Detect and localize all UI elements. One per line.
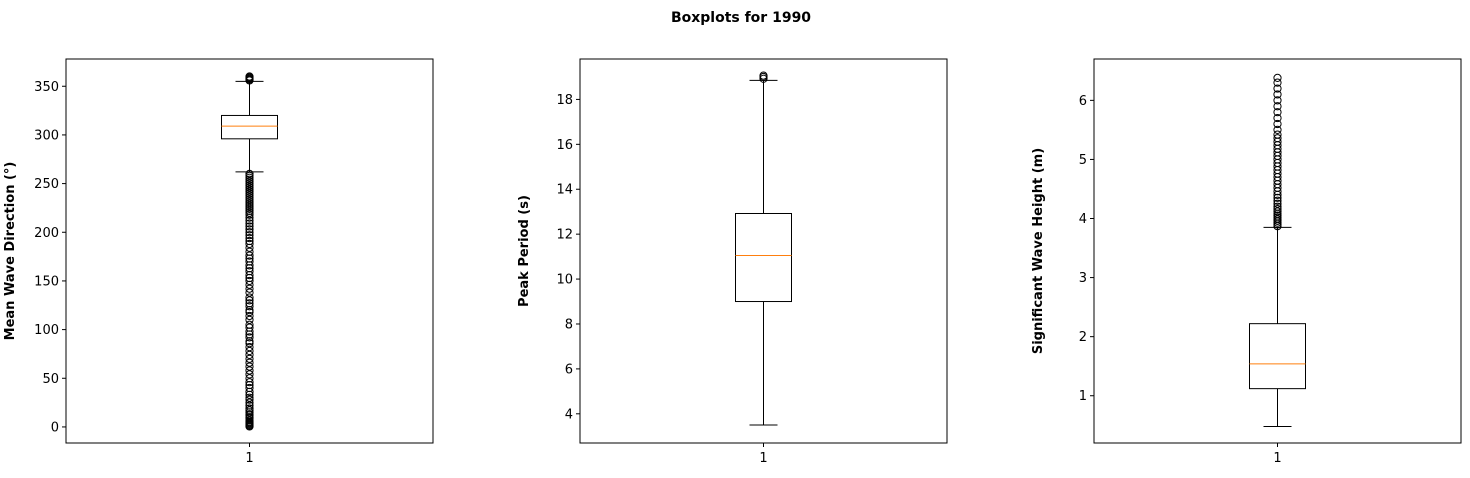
figure-title: Boxplots for 1990 <box>671 10 811 26</box>
outlier-point-3 <box>1273 130 1282 139</box>
x-tick-label-2: 1 <box>759 451 767 466</box>
outlier-point-1 <box>245 398 254 407</box>
outlier-point-1 <box>245 222 254 231</box>
outlier-point-3 <box>1273 102 1282 111</box>
y-tick-label-1: 300 <box>34 128 59 143</box>
y-tick-label-1: 0 <box>51 420 59 435</box>
y-tick-label-2: 14 <box>556 183 573 198</box>
outlier-point-1 <box>245 284 254 293</box>
outlier-point-3 <box>1273 78 1282 87</box>
outlier-point-1 <box>245 247 254 256</box>
outlier-point-1 <box>245 234 254 243</box>
y-tick-label-1: 150 <box>34 274 59 289</box>
outlier-point-3 <box>1273 96 1282 105</box>
y-tick-label-3: 5 <box>1079 153 1087 168</box>
outlier-point-1 <box>245 374 254 383</box>
outlier-point-1 <box>245 343 254 352</box>
subplot-1: 0 50 100 150 200 250 300 350 1 Mean Wave Directio… <box>3 58 434 466</box>
iqr-box-1 <box>221 114 278 140</box>
y-tick-label-1: 50 <box>42 372 59 387</box>
outlier-point-1 <box>245 225 254 234</box>
outlier-point-1 <box>245 311 254 321</box>
outlier-point-1 <box>245 378 254 387</box>
y-tick-label-3: 4 <box>1079 212 1087 227</box>
outlier-point-3 <box>1273 193 1282 202</box>
outlier-point-3 <box>1273 119 1282 129</box>
y-tick-label-1: 100 <box>34 323 59 338</box>
outlier-point-3 <box>1273 196 1282 205</box>
outlier-point-2 <box>759 71 768 80</box>
y-tick-label-2: 8 <box>565 317 573 332</box>
outlier-point-1 <box>245 239 254 249</box>
outlier-point-1 <box>245 72 254 81</box>
subplot-3: 1 2 3 4 5 6 1 Significant Wave Height (m) <box>1031 58 1462 466</box>
outlier-point-1 <box>245 358 254 367</box>
y-tick-label-1: 200 <box>34 226 59 241</box>
outlier-point-3 <box>1273 113 1282 123</box>
outlier-point-3 <box>1273 199 1282 208</box>
iqr-box-2 <box>735 212 792 303</box>
outlier-point-1 <box>245 315 254 324</box>
y-tick-label-3: 6 <box>1079 94 1087 109</box>
outlier-point-1 <box>245 383 254 393</box>
outlier-point-1 <box>245 302 254 311</box>
y-tick-label-2: 6 <box>565 362 573 377</box>
y-tick-label-1: 250 <box>34 177 59 192</box>
outlier-point-1 <box>245 404 254 413</box>
outlier-point-3 <box>1273 125 1282 134</box>
outlier-point-3 <box>1273 84 1282 93</box>
outlier-point-1 <box>245 169 254 178</box>
outlier-point-3 <box>1273 90 1282 99</box>
subplot-2: 4 6 8 10 12 14 16 18 1 Peak Period (s) <box>517 58 948 466</box>
y-axis-label-1: Mean Wave Direction (°) <box>3 162 18 341</box>
outlier-point-1 <box>245 299 254 308</box>
x-tick-label-3: 1 <box>1273 451 1281 466</box>
outlier-point-1 <box>245 296 254 305</box>
y-tick-label-3: 2 <box>1079 330 1087 345</box>
outlier-point-1 <box>245 366 254 375</box>
outlier-point-1 <box>245 276 254 286</box>
outlier-point-1 <box>245 393 254 402</box>
y-tick-label-1: 350 <box>34 80 59 95</box>
outlier-point-3 <box>1273 204 1282 214</box>
outlier-point-1 <box>245 354 254 363</box>
outlier-point-1 <box>245 350 254 360</box>
x-tick-label-1: 1 <box>245 451 253 466</box>
subplots-group: 0 50 100 150 200 250 300 350 1 Mean Wave Directio… <box>3 58 1462 466</box>
iqr-box-3 <box>1249 323 1306 390</box>
outlier-point-1 <box>245 333 254 342</box>
outlier-point-3 <box>1273 202 1282 211</box>
y-axis-label-3: Significant Wave Height (m) <box>1031 148 1046 354</box>
outlier-point-1 <box>245 401 254 410</box>
outlier-point-1 <box>245 231 254 240</box>
y-tick-label-2: 16 <box>556 138 573 153</box>
outlier-point-1 <box>245 228 254 237</box>
outlier-point-1 <box>245 293 254 302</box>
outlier-point-3 <box>1273 73 1282 83</box>
outlier-point-1 <box>245 219 254 228</box>
y-tick-label-2: 10 <box>556 273 573 288</box>
outlier-point-1 <box>245 288 254 297</box>
outlier-point-1 <box>245 267 254 276</box>
y-tick-label-3: 1 <box>1079 389 1087 404</box>
outlier-point-1 <box>245 323 254 332</box>
outlier-point-1 <box>245 320 254 329</box>
outlier-point-1 <box>245 370 254 379</box>
outlier-point-3 <box>1273 134 1282 143</box>
outlier-point-1 <box>245 236 254 246</box>
outlier-point-1 <box>245 216 254 225</box>
outlier-point-1 <box>245 251 254 260</box>
y-tick-label-2: 18 <box>556 93 573 108</box>
outlier-point-1 <box>245 346 254 356</box>
y-tick-label-3: 3 <box>1079 271 1087 286</box>
y-tick-label-2: 12 <box>556 228 573 243</box>
outlier-point-1 <box>245 362 254 371</box>
outlier-point-3 <box>1273 108 1282 117</box>
y-tick-label-2: 4 <box>565 407 573 422</box>
outlier-point-1 <box>245 257 254 266</box>
y-axis-label-2: Peak Period (s) <box>517 195 532 307</box>
